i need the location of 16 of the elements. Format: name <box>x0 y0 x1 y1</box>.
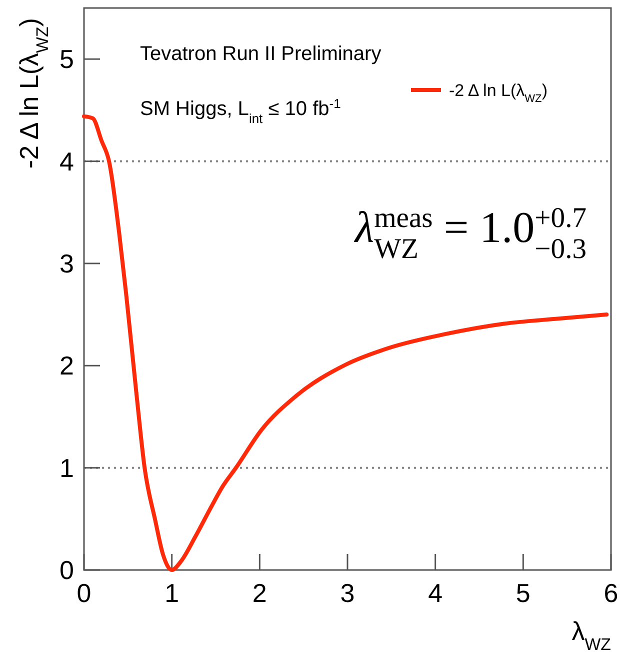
annotation: Tevatron Run II Preliminary <box>140 43 382 65</box>
y-tick-label: 1 <box>60 452 74 483</box>
y-tick-label: 5 <box>60 44 74 74</box>
x-tick-label: 3 <box>340 578 355 608</box>
y-tick-label: 0 <box>60 555 74 585</box>
x-tick-label: 2 <box>252 578 267 608</box>
x-tick-label: 6 <box>604 578 618 608</box>
x-axis-title: λ$_{WZ}$ <box>572 616 611 654</box>
y-tick-label: 3 <box>60 248 74 278</box>
x-tick-label: 5 <box>516 578 530 608</box>
annotation: SM Higgs, L$_{int}$ ≤ 10 fb$^{-1}$ <box>140 96 341 126</box>
legend-label: -2 Δ ln L(λ$_{WZ}$) <box>449 81 548 105</box>
x-tick-label: 1 <box>164 578 180 608</box>
x-tick-label: 4 <box>428 578 443 608</box>
y-tick-label: 4 <box>60 146 74 176</box>
y-tick-label: 2 <box>60 350 74 381</box>
